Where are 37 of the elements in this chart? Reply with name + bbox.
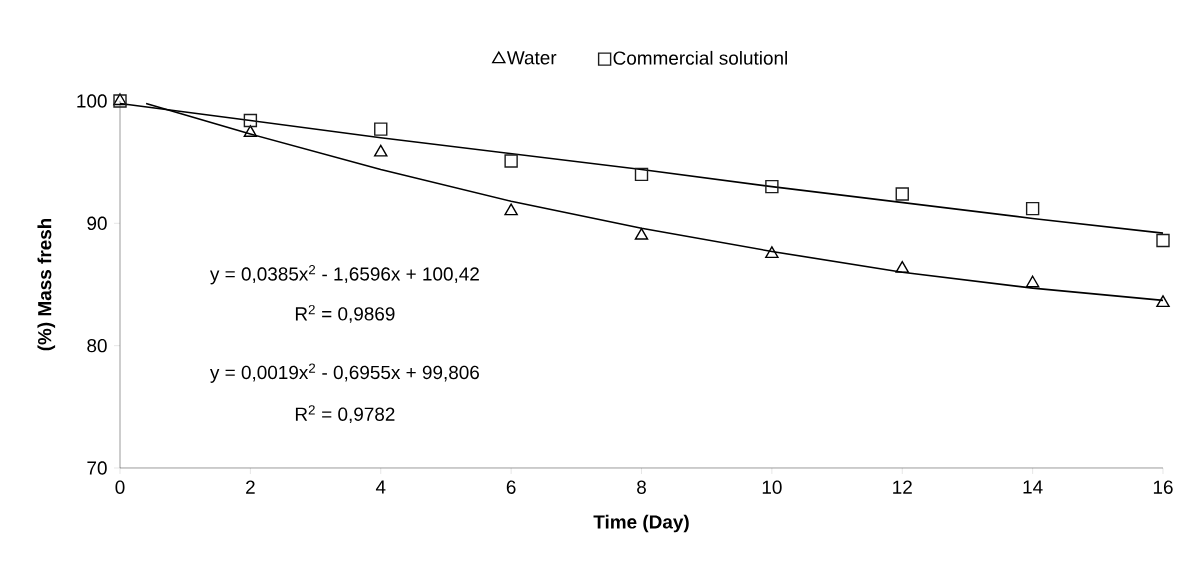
x-tick-label: 6 bbox=[506, 480, 516, 494]
point bbox=[504, 203, 518, 216]
y-tick-label: 80 bbox=[87, 338, 107, 353]
x-tick-label: 8 bbox=[637, 480, 646, 494]
point bbox=[504, 154, 518, 168]
x-tick-label: 10 bbox=[762, 480, 782, 494]
x-tick-label: 4 bbox=[375, 480, 386, 494]
point bbox=[374, 122, 388, 136]
point bbox=[634, 167, 649, 182]
legend-label: Water bbox=[506, 51, 557, 65]
x-tick-label: 0 bbox=[115, 480, 125, 494]
point bbox=[1025, 275, 1040, 288]
point bbox=[895, 260, 910, 273]
point bbox=[765, 246, 779, 259]
point bbox=[1156, 295, 1170, 308]
point bbox=[1025, 201, 1040, 216]
y-tick-label: 70 bbox=[87, 461, 107, 475]
annotation: R$^{2}$ = 0,9782 bbox=[295, 405, 395, 424]
annotation: y = 0,0385x$^{2}$ - 1,6596x + 100,42 bbox=[209, 264, 479, 285]
point bbox=[634, 227, 649, 240]
y-tick-label: 100 bbox=[77, 94, 107, 108]
legend-label: Commercial solutionl bbox=[613, 50, 787, 65]
annotation: R$^{2}$ = 0,9869 bbox=[295, 304, 395, 323]
x-tick-label: 12 bbox=[893, 480, 912, 494]
x-tick-label: 16 bbox=[1153, 480, 1173, 494]
y-axis-title: (%) Mass fresh bbox=[37, 218, 56, 351]
x-tick-label: 2 bbox=[246, 480, 255, 494]
x-axis-title: Time (Day) bbox=[593, 514, 689, 533]
y-tick-label: 90 bbox=[87, 216, 107, 231]
point bbox=[243, 113, 258, 128]
annotation: y = 0,0019x$^{2}$ - 0,6955x + 99,806 bbox=[209, 363, 479, 383]
point bbox=[765, 179, 779, 194]
point bbox=[895, 187, 909, 201]
x-tick-label: 14 bbox=[1023, 480, 1043, 494]
point bbox=[373, 144, 388, 157]
point bbox=[1156, 233, 1170, 248]
point bbox=[243, 125, 258, 137]
